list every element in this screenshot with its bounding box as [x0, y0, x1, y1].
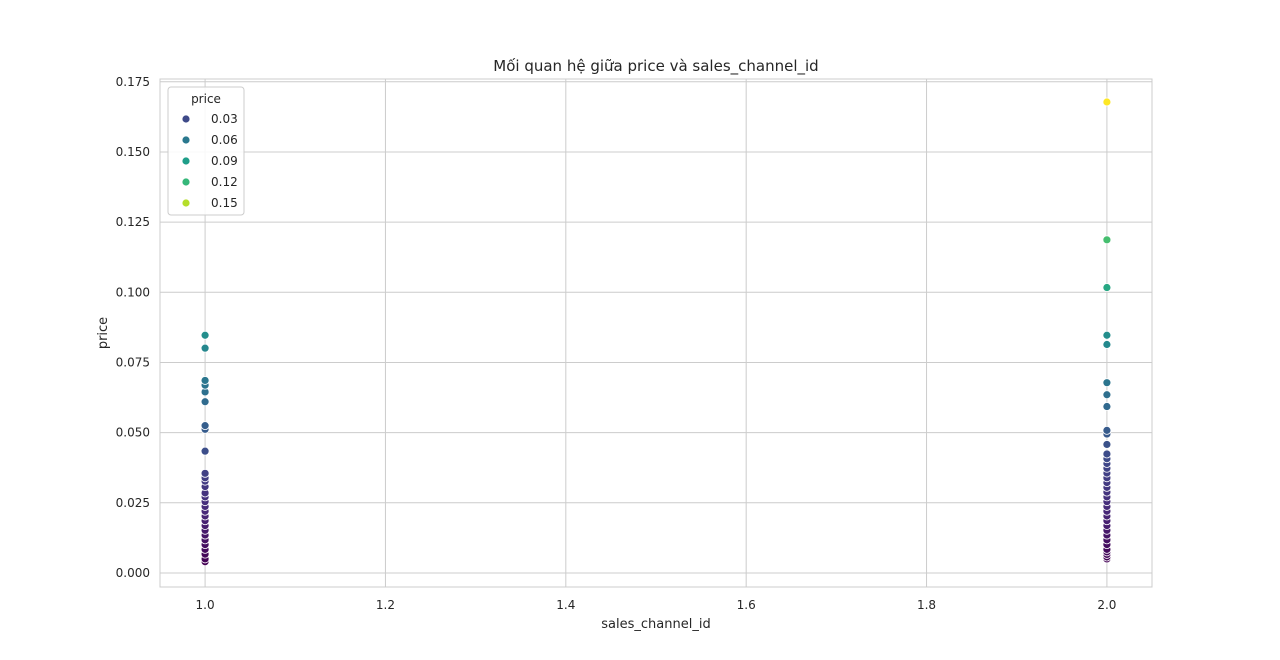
x-tick-label: 1.0	[196, 598, 215, 612]
legend-label: 0.09	[211, 154, 238, 168]
scatter-point	[1102, 440, 1112, 449]
x-axis-label: sales_channel_id	[601, 617, 710, 632]
scatter-point	[1102, 283, 1112, 292]
x-tick-label: 2.0	[1097, 598, 1116, 612]
legend-marker	[181, 156, 191, 166]
y-tick-label: 0.025	[116, 496, 150, 510]
plot-area	[159, 78, 1153, 588]
legend-marker	[181, 135, 191, 145]
legend-marker	[181, 114, 191, 124]
legend-label: 0.06	[211, 133, 238, 147]
x-tick-label: 1.8	[917, 598, 936, 612]
y-tick-label: 0.150	[116, 145, 150, 159]
legend: price 0.03 0.06 0.09 0.12 0.15	[167, 86, 245, 216]
y-tick-labels: 0.000 0.025 0.050 0.075 0.100 0.125 0.150 0.175	[116, 75, 150, 580]
y-tick-label: 0.100	[116, 285, 150, 299]
legend-label: 0.03	[211, 112, 238, 126]
y-tick-label: 0.000	[116, 566, 150, 580]
y-axis-label: price	[96, 317, 111, 349]
scatter-point	[1102, 340, 1112, 349]
legend-marker	[181, 198, 191, 208]
x-tick-label: 1.4	[556, 598, 575, 612]
y-tick-label: 0.125	[116, 215, 150, 229]
scatter-point	[1102, 235, 1112, 245]
x-tick-label: 1.2	[376, 598, 395, 612]
scatter-point	[200, 330, 210, 340]
x-tick-label: 1.6	[737, 598, 756, 612]
chart-title: Mối quan hệ giữa price và sales_channel_…	[493, 57, 818, 76]
data-points	[200, 97, 1112, 567]
legend-items: 0.03 0.06 0.09 0.12 0.15	[181, 112, 238, 210]
scatter-point	[1102, 390, 1112, 400]
scatter-point	[1102, 402, 1112, 411]
scatter-point	[200, 421, 210, 431]
legend-marker	[181, 177, 191, 187]
y-tick-label: 0.050	[116, 426, 150, 440]
x-tick-labels: 1.0 1.2 1.4 1.6 1.8 2.0	[196, 598, 1117, 612]
y-tick-label: 0.175	[116, 75, 150, 89]
y-tick-label: 0.075	[116, 355, 150, 369]
scatter-point	[200, 376, 210, 385]
scatter-point	[200, 468, 210, 478]
legend-label: 0.12	[211, 175, 238, 189]
scatter-point	[200, 397, 210, 407]
scatter-point	[1102, 449, 1112, 459]
legend-title: price	[191, 92, 221, 106]
scatter-point	[200, 446, 210, 456]
scatter-point	[1102, 330, 1112, 340]
legend-label: 0.15	[211, 196, 238, 210]
scatter-point	[1102, 378, 1112, 388]
scatter-point	[1102, 425, 1112, 435]
scatter-point	[1102, 97, 1112, 107]
scatter-point	[200, 343, 210, 353]
